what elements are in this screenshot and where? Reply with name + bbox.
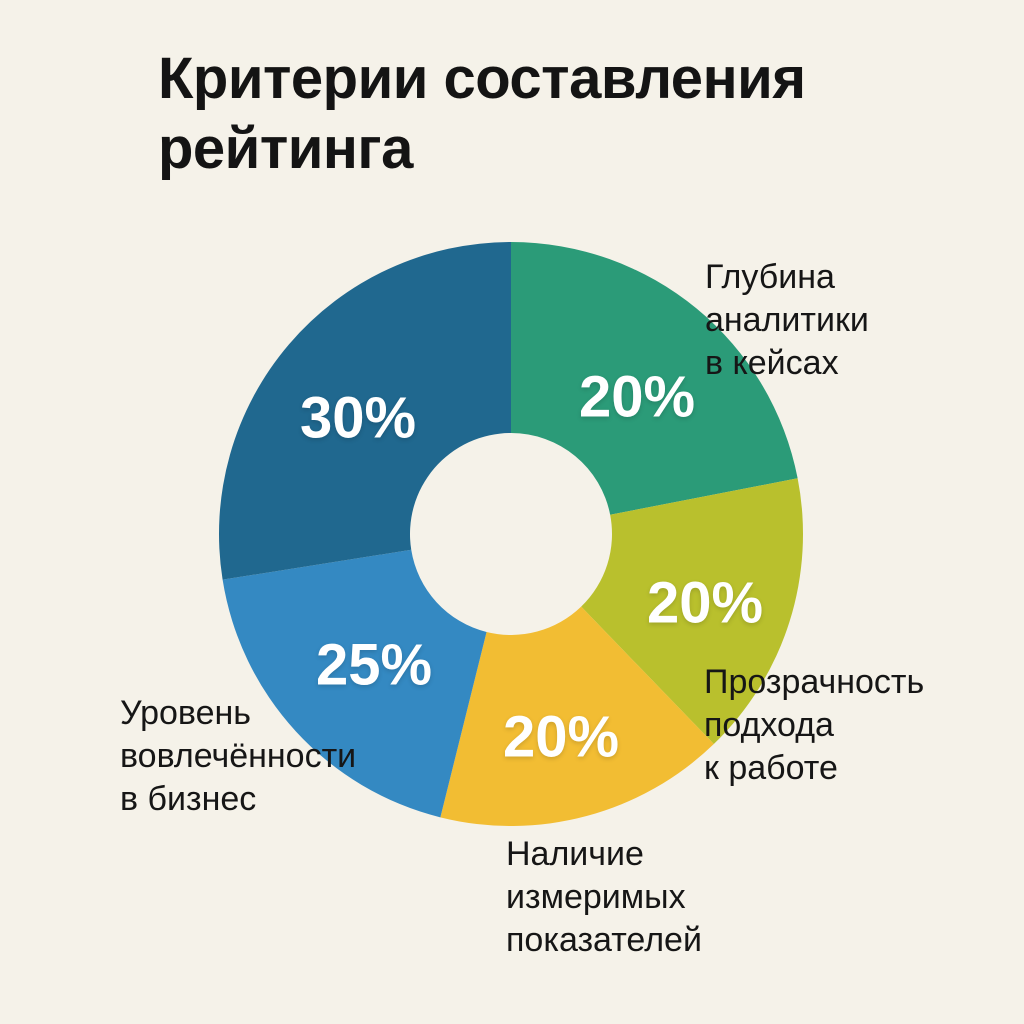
slice-value-label-3: 20% — [503, 705, 619, 770]
slice-callout-1: Глубина аналитики в кейсах — [705, 258, 869, 382]
page-title-line-1: Критерии составления — [158, 46, 806, 111]
slice-callout-2: Прозрачность подхода к работе — [704, 663, 924, 787]
slice-value-label-2: 20% — [647, 571, 763, 636]
donut-slice-3 — [440, 606, 714, 826]
donut-slice-2 — [581, 478, 803, 745]
donut-slice-5 — [218, 242, 511, 580]
slice-value-label-4: 25% — [316, 633, 432, 698]
donut-slice-1 — [511, 242, 798, 515]
page-title: Критерии составления рейтинга — [158, 44, 806, 184]
slice-callout-4: Уровень вовлечённости в бизнес — [120, 694, 356, 818]
slice-callout-3: Наличие измеримых показателей — [506, 835, 702, 959]
slice-value-label-1: 20% — [579, 365, 695, 430]
donut-slice-4 — [222, 549, 487, 818]
page-title-line-2: рейтинга — [158, 116, 413, 181]
slice-value-label-5: 30% — [300, 386, 416, 451]
